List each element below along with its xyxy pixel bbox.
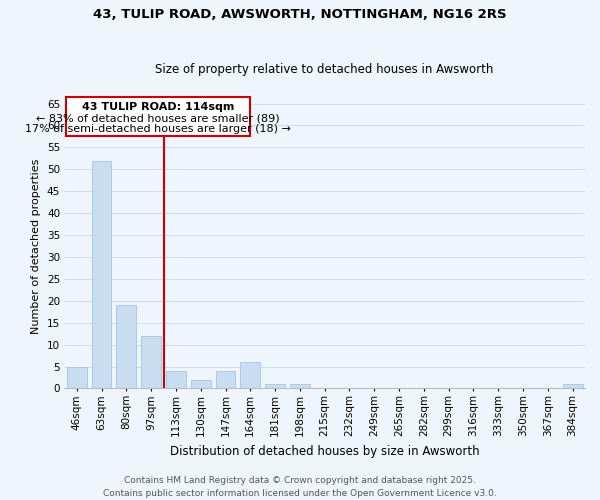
Bar bbox=[563, 384, 583, 388]
Title: Size of property relative to detached houses in Awsworth: Size of property relative to detached ho… bbox=[155, 63, 494, 76]
Y-axis label: Number of detached properties: Number of detached properties bbox=[31, 158, 41, 334]
Bar bbox=[65, 97, 250, 136]
Bar bbox=[67, 366, 86, 388]
Text: 17% of semi-detached houses are larger (18) →: 17% of semi-detached houses are larger (… bbox=[25, 124, 291, 134]
Bar bbox=[241, 362, 260, 388]
Bar bbox=[290, 384, 310, 388]
Bar bbox=[141, 336, 161, 388]
Text: 43 TULIP ROAD: 114sqm: 43 TULIP ROAD: 114sqm bbox=[82, 102, 234, 112]
X-axis label: Distribution of detached houses by size in Awsworth: Distribution of detached houses by size … bbox=[170, 444, 479, 458]
Bar bbox=[166, 371, 186, 388]
Bar bbox=[116, 305, 136, 388]
Text: 43, TULIP ROAD, AWSWORTH, NOTTINGHAM, NG16 2RS: 43, TULIP ROAD, AWSWORTH, NOTTINGHAM, NG… bbox=[93, 8, 507, 20]
Bar bbox=[191, 380, 211, 388]
Bar bbox=[265, 384, 285, 388]
Bar bbox=[92, 160, 112, 388]
Text: ← 83% of detached houses are smaller (89): ← 83% of detached houses are smaller (89… bbox=[36, 113, 280, 123]
Text: Contains HM Land Registry data © Crown copyright and database right 2025.
Contai: Contains HM Land Registry data © Crown c… bbox=[103, 476, 497, 498]
Bar bbox=[215, 371, 235, 388]
